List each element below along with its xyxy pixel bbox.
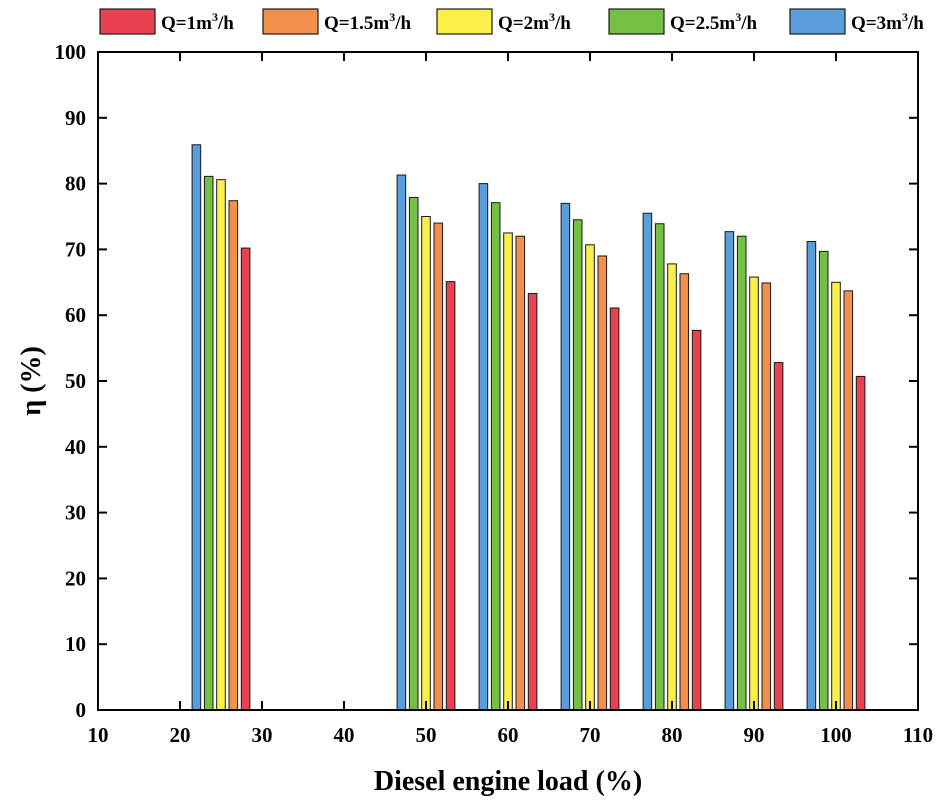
bar-q3m-25: [191, 144, 202, 711]
x-tick-label: 60: [498, 723, 519, 747]
y-tick-label: 50: [65, 369, 86, 393]
y-tick-label: 40: [65, 435, 86, 459]
y-tick-label: 60: [65, 303, 86, 327]
x-tick-label: 70: [580, 723, 601, 747]
legend-label: Q=2m3/h: [498, 10, 571, 34]
bar-q1m-80: [691, 329, 702, 711]
bar-q2m-80: [667, 263, 677, 711]
x-tick-label: 50: [416, 723, 437, 747]
bar-q1m-50: [445, 281, 456, 711]
bar-q25m-60: [490, 202, 501, 711]
legend-swatch: [608, 8, 665, 35]
bar-q15m-50: [433, 222, 444, 711]
bar-q3m-50: [396, 174, 407, 711]
y-tick-label: 70: [65, 237, 86, 261]
legend-swatch: [436, 8, 493, 35]
bar-q25m-80: [654, 223, 665, 711]
bar-q25m-100: [818, 250, 829, 711]
bar-q2m-25: [216, 179, 226, 711]
bar-q2m-100: [831, 281, 841, 711]
bar-q15m-100: [843, 290, 854, 711]
bar-q1m-90: [773, 362, 784, 711]
bar-q25m-70: [572, 219, 583, 711]
x-tick-label: 110: [903, 723, 933, 747]
x-tick-label: 90: [744, 723, 765, 747]
y-tick-label: 80: [65, 172, 86, 196]
y-tick-label: 10: [65, 632, 86, 656]
legend-item: Q=2.5m3/h: [608, 8, 757, 35]
legend-swatch: [99, 8, 156, 35]
bar-q1m-60: [527, 292, 538, 711]
bar-q15m-70: [597, 255, 608, 711]
y-tick-label: 20: [65, 566, 86, 590]
x-tick-label: 80: [662, 723, 683, 747]
legend-swatch: [789, 8, 846, 35]
y-tick-label: 90: [65, 106, 86, 130]
bar-q1m-100: [855, 375, 866, 711]
bar-q25m-50: [408, 196, 419, 711]
legend-label: Q=2.5m3/h: [670, 10, 757, 34]
x-tick-label: 40: [334, 723, 355, 747]
bar-q3m-60: [478, 183, 489, 711]
axis-ticks: 10 20 30 40 50 60 70 80 90 100 1100102030405060708…: [55, 40, 934, 747]
legend-item: Q=1m3/h: [99, 8, 234, 35]
x-tick-label: 10: [88, 723, 109, 747]
y-tick-label: 30: [65, 501, 86, 525]
bar-q2m-50: [421, 216, 431, 711]
bar-q3m-100: [806, 241, 817, 711]
legend-label: Q=3m3/h: [851, 10, 924, 34]
legend-label: Q=1m3/h: [161, 10, 234, 34]
bar-q15m-60: [515, 235, 526, 711]
x-axis-title: Diesel engine load (%): [374, 766, 642, 797]
legend: Q=1m3/h Q=1.5m3/h Q=2m3/h Q=2.5m3/h Q=3m3/h: [99, 8, 924, 35]
x-tick-label: 100: [820, 723, 852, 747]
legend-swatch: [262, 8, 319, 35]
x-tick-label: 20: [170, 723, 191, 747]
legend-label: Q=1.5m3/h: [324, 10, 411, 34]
bar-q3m-90: [724, 231, 735, 711]
legend-item: Q=3m3/h: [789, 8, 924, 35]
y-tick-label: 0: [76, 698, 87, 722]
bar-q15m-25: [228, 200, 239, 711]
bar-q15m-90: [761, 282, 772, 711]
bars: [191, 144, 866, 711]
bar-q1m-25: [240, 247, 251, 711]
x-tick-label: 30: [252, 723, 273, 747]
bar-q3m-80: [642, 212, 653, 711]
legend-item: Q=1.5m3/h: [262, 8, 411, 35]
y-tick-label: 100: [55, 40, 87, 64]
legend-item: Q=2m3/h: [436, 8, 571, 35]
bar-q1m-70: [609, 307, 620, 711]
bar-q3m-70: [560, 202, 571, 711]
bar-q2m-60: [503, 232, 513, 711]
bar-q2m-90: [749, 276, 759, 711]
bar-q2m-70: [585, 244, 595, 711]
bar-q25m-90: [736, 235, 747, 711]
y-axis-title: η (%): [16, 346, 47, 416]
bar-q25m-25: [203, 175, 214, 711]
bar-q15m-80: [679, 273, 690, 711]
